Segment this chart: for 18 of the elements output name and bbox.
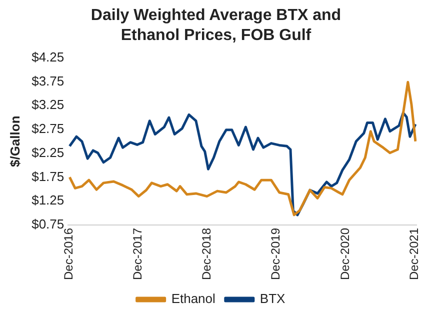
x-tick-label: Dec-2016 (62, 228, 76, 280)
x-tick-label: Dec-2018 (200, 228, 214, 280)
x-tick-label: Dec-2019 (268, 228, 283, 280)
y-tick-label: $1.75 (32, 168, 64, 184)
y-tick-label: $4.25 (32, 49, 64, 64)
y-tick-label: $3.75 (32, 73, 64, 88)
y-tick-label: $3.25 (32, 97, 64, 112)
y-tick-label: $2.75 (32, 121, 64, 136)
legend-label: Ethanol (171, 291, 216, 306)
y-tick-label: $1.25 (32, 192, 64, 208)
chart-title: Daily Weighted Average BTX and Ethanol Prices, FOB Gulf (90, 6, 342, 46)
y-axis-title: $/Gallon (7, 116, 22, 168)
y-tick-label: $0.75 (32, 216, 64, 232)
y-tick-label: $2.25 (32, 144, 64, 160)
x-tick-label: Dec-2021 (406, 228, 421, 280)
x-tick-label: Dec-2020 (338, 228, 352, 280)
legend-label: BTX (260, 291, 286, 306)
x-tick-label: Dec-2017 (130, 228, 145, 280)
